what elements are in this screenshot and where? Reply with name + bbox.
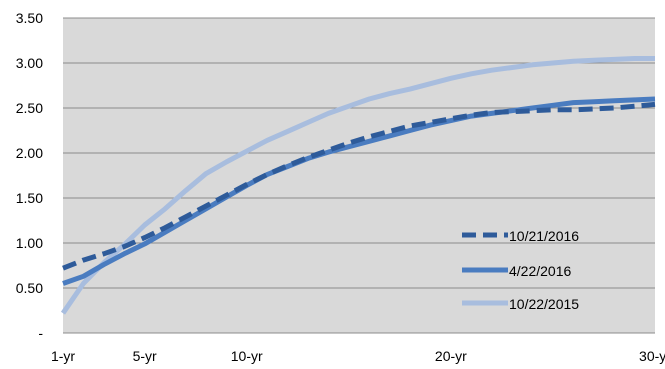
y-tick-label: 2.50 [16, 100, 43, 116]
legend-label: 10/21/2016 [509, 228, 579, 244]
y-axis: - 0.50 1.00 1.50 2.00 2.50 3.00 3.50 [16, 10, 44, 341]
x-axis: 1-yr 5-yr 10-yr 20-yr 30-yr [51, 348, 665, 364]
x-tick-label: 5-yr [133, 348, 157, 364]
x-tick-label: 10-yr [231, 348, 263, 364]
x-tick-label: 20-yr [435, 348, 467, 364]
x-tick-label: 1-yr [51, 348, 75, 364]
series-line [62, 101, 656, 271]
y-tick-label: 2.00 [16, 145, 43, 161]
legend-label: 10/22/2015 [509, 296, 579, 312]
legend: 10/21/2016 4/22/2016 10/22/2015 [462, 228, 579, 312]
legend-label: 4/22/2016 [509, 263, 571, 279]
x-tick-label: 30-yr [639, 348, 665, 364]
y-tick-label: - [38, 325, 43, 341]
plot-area [63, 18, 655, 333]
series-line [60, 56, 655, 315]
gridlines [63, 17, 655, 334]
series-line [62, 96, 656, 286]
series-lines [60, 56, 656, 315]
y-tick-label: 3.00 [16, 55, 43, 71]
y-tick-label: 3.50 [16, 10, 43, 26]
y-tick-label: 1.00 [16, 235, 43, 251]
y-tick-label: 0.50 [16, 280, 43, 296]
y-tick-label: 1.50 [16, 190, 43, 206]
